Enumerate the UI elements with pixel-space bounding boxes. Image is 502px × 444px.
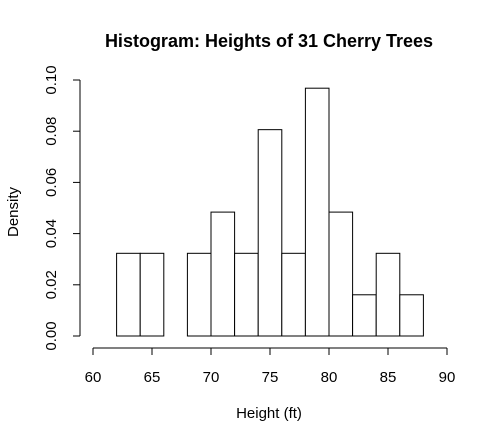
y-tick-label: 0.06 (43, 168, 60, 197)
histogram-bar (352, 294, 377, 337)
x-axis-label: Height (ft) (236, 405, 302, 422)
x-tick-label: 70 (203, 369, 220, 386)
histogram-bars (116, 87, 424, 337)
y-tick-label: 0.10 (43, 65, 60, 94)
x-tick-label: 85 (380, 369, 397, 386)
histogram-bar (399, 294, 424, 337)
x-tick-label: 65 (144, 369, 161, 386)
histogram-bar (375, 252, 401, 337)
x-tick-label: 60 (85, 369, 102, 386)
histogram-bar (281, 252, 306, 337)
histogram-bar (116, 252, 141, 337)
histogram-bar (328, 211, 354, 337)
y-tick-label: 0.00 (43, 321, 60, 350)
y-tick-label: 0.08 (43, 117, 60, 146)
histogram-bar (186, 252, 212, 337)
x-axis: 60 65 70 75 80 85 90 (85, 347, 456, 386)
histogram-bar (139, 252, 165, 337)
y-axis: 0.00 0.02 0.04 0.06 0.08 0.10 (43, 65, 81, 351)
histogram-bar (304, 87, 330, 337)
x-tick-label: 90 (439, 369, 456, 386)
x-tick-label: 80 (321, 369, 338, 386)
x-tick-label: 75 (262, 369, 279, 386)
y-tick-label: 0.02 (43, 270, 60, 299)
histogram-bar (210, 211, 236, 337)
histogram-bar (234, 252, 259, 337)
chart-title: Histogram: Heights of 31 Cherry Trees (105, 31, 433, 51)
y-tick-label: 0.04 (43, 219, 60, 248)
histogram-bar (257, 129, 283, 337)
y-axis-label: Density (5, 186, 22, 237)
